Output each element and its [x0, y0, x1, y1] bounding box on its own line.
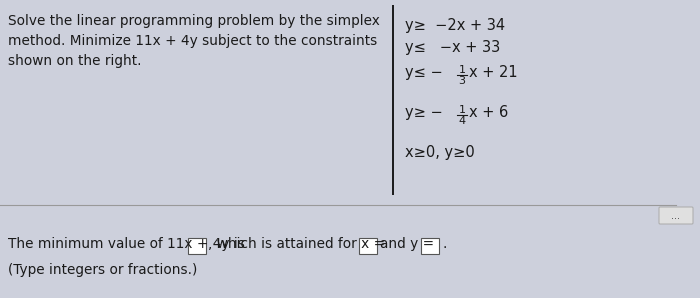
Text: ...: ... [671, 211, 680, 221]
Bar [421, 238, 440, 254]
Text: The minimum value of 11x + 4y is: The minimum value of 11x + 4y is [8, 237, 245, 251]
Text: (Type integers or fractions.): (Type integers or fractions.) [8, 263, 197, 277]
FancyBboxPatch shape [659, 207, 693, 224]
Text: y≤ −: y≤ − [405, 65, 442, 80]
Text: 1: 1 [458, 105, 466, 115]
Text: and y =: and y = [381, 237, 435, 251]
Text: .: . [442, 237, 447, 251]
Text: Solve the linear programming problem by the simplex: Solve the linear programming problem by … [8, 14, 380, 28]
Bar [360, 238, 377, 254]
Text: method. Minimize 11x + 4y subject to the constraints: method. Minimize 11x + 4y subject to the… [8, 34, 377, 48]
Text: 1: 1 [458, 65, 466, 75]
Text: shown on the right.: shown on the right. [8, 54, 141, 68]
Text: y≥ −: y≥ − [405, 105, 442, 120]
Text: x≥0, y≥0: x≥0, y≥0 [405, 145, 475, 160]
Text: y≤   −x + 33: y≤ −x + 33 [405, 40, 500, 55]
Text: y≥  −2x + 34: y≥ −2x + 34 [405, 18, 505, 33]
Text: x + 21: x + 21 [469, 65, 517, 80]
Bar [188, 238, 206, 254]
Text: 4: 4 [458, 116, 466, 126]
Text: , which is attained for x =: , which is attained for x = [208, 237, 385, 251]
Text: 3: 3 [458, 76, 466, 86]
Text: x + 6: x + 6 [469, 105, 508, 120]
